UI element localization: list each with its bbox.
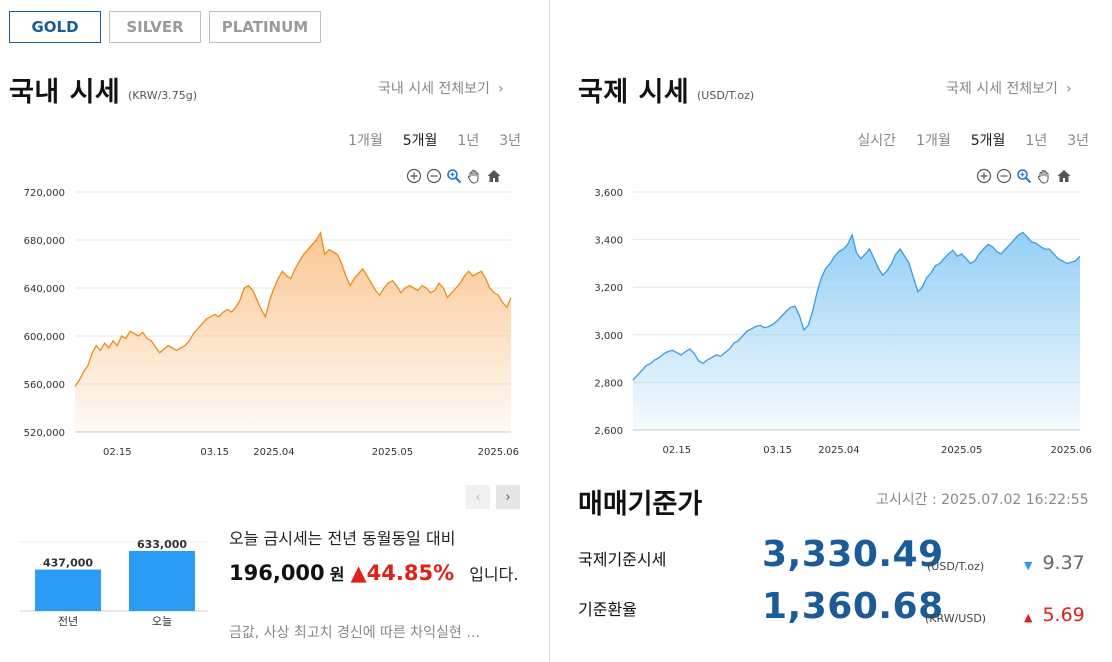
- up-arrow-icon: ▲: [1024, 611, 1033, 624]
- domestic-y-tick-label: 600,000: [24, 332, 65, 343]
- zoom-out-icon[interactable]: [996, 168, 1012, 184]
- bar-last-year: [35, 569, 101, 611]
- comparison-line2: 196,000 원 ▲44.85% 입니다.: [229, 559, 519, 589]
- exchange-rate-change-value: 5.69: [1042, 604, 1085, 626]
- domestic-unit: (KRW/3.75g): [128, 89, 198, 102]
- international-period-3y[interactable]: 3년: [1067, 133, 1089, 149]
- down-arrow-icon: ▼: [1024, 559, 1033, 572]
- exchange-rate-change: ▲ 5.69: [1024, 604, 1085, 626]
- tab-platinum[interactable]: PLATINUM: [209, 11, 321, 43]
- international-y-tick-label: 3,600: [594, 188, 623, 199]
- pan-hand-icon[interactable]: [1036, 168, 1052, 184]
- intl-standard-label: 국제기준시세: [578, 550, 667, 569]
- domestic-period-1m[interactable]: 1개월: [348, 133, 383, 149]
- domestic-title: 국내 시세: [9, 77, 121, 108]
- domestic-y-tick-label: 640,000: [24, 284, 65, 295]
- diff-value: 196,000: [229, 561, 325, 585]
- bar-category-label: 오늘: [152, 615, 172, 628]
- domestic-period-3y[interactable]: 3년: [499, 133, 521, 149]
- zoom-in-icon[interactable]: [406, 168, 422, 184]
- zoom-out-icon[interactable]: [426, 168, 442, 184]
- domestic-x-tick-label: 2025.06: [478, 447, 519, 458]
- home-icon[interactable]: [486, 168, 502, 184]
- notice-time: 고시시간 : 2025.07.02 16:22:55: [876, 492, 1089, 508]
- diff-unit: 원: [329, 565, 345, 584]
- comparison-suffix: 입니다.: [469, 565, 519, 584]
- up-arrow-icon: ▲: [350, 561, 367, 585]
- domestic-y-tick-label: 560,000: [24, 380, 65, 391]
- domestic-y-tick-label: 680,000: [24, 236, 65, 247]
- pan-hand-icon[interactable]: [466, 168, 482, 184]
- comparison-text: 오늘 금시세는 전년 동월동일 대비 196,000 원 ▲44.85% 입니다.: [229, 525, 519, 589]
- international-area-fill: [633, 232, 1080, 430]
- news-pager: ‹ ›: [466, 485, 520, 509]
- standard-price-title: 매매기준가: [578, 489, 703, 520]
- domestic-x-tick-label: 03.15: [200, 447, 229, 458]
- international-period-5m[interactable]: 5개월: [970, 133, 1006, 149]
- international-period-1m[interactable]: 1개월: [916, 133, 951, 149]
- international-price-chart: 2,600 2,800 3,000 3,200 3,400 3,600 02.15 03.15…: [594, 188, 1092, 456]
- magnifier-icon[interactable]: [446, 168, 462, 184]
- domestic-x-tick-label: 2025.04: [253, 447, 294, 458]
- domestic-chart-toolbar: [406, 168, 502, 184]
- comparison-line1: 오늘 금시세는 전년 동월동일 대비: [229, 529, 456, 548]
- international-chart-toolbar: [976, 168, 1072, 184]
- news-headline[interactable]: 금값, 사상 최고치 경신에 따른 차익실현 …: [229, 625, 481, 641]
- international-x-tick-label: 2025.04: [818, 445, 859, 456]
- column-divider: [549, 0, 550, 662]
- intl-standard-change-value: 9.37: [1042, 552, 1085, 574]
- domestic-x-tick-label: 02.15: [103, 447, 132, 458]
- international-period-1y[interactable]: 1년: [1025, 133, 1048, 149]
- intl-standard-unit: (USD/T.oz): [927, 560, 985, 573]
- domestic-y-tick-label: 720,000: [24, 188, 65, 199]
- domestic-period-5m[interactable]: 5개월: [402, 133, 438, 149]
- international-unit: (USD/T.oz): [697, 89, 755, 102]
- tab-silver[interactable]: SILVER: [109, 11, 201, 43]
- bar-value-label: 437,000: [43, 557, 93, 570]
- bar-today: [129, 551, 195, 611]
- international-x-tick-label: 2025.06: [1051, 445, 1092, 456]
- international-y-tick-label: 3,000: [594, 331, 623, 342]
- intl-standard-value: 3,330.49: [762, 534, 944, 575]
- zoom-in-icon[interactable]: [976, 168, 992, 184]
- domestic-area-fill: [75, 232, 511, 432]
- international-more-label: 국제 시세 전체보기: [946, 81, 1058, 97]
- year-comparison-bar-chart: 437,000 전년 633,000 오늘: [20, 538, 208, 628]
- international-y-tick-label: 3,200: [594, 283, 623, 294]
- international-period-live[interactable]: 실시간: [857, 133, 897, 149]
- international-series-line: [632, 231, 1081, 381]
- domestic-period-1y[interactable]: 1년: [457, 133, 480, 149]
- chevron-right-icon: ›: [497, 81, 504, 97]
- bar-value-label: 633,000: [137, 538, 187, 551]
- international-title: 국제 시세: [578, 77, 690, 108]
- tab-gold[interactable]: GOLD: [9, 11, 101, 43]
- diff-percent: 44.85%: [366, 561, 455, 585]
- international-y-tick-label: 3,400: [594, 236, 623, 247]
- domestic-more-label: 국내 시세 전체보기: [378, 81, 490, 97]
- international-x-tick-label: 02.15: [663, 445, 692, 456]
- domestic-price-chart: 520,000 560,000 600,000 640,000 680,000 720,0…: [24, 188, 519, 458]
- international-more-link[interactable]: 국제 시세 전체보기 ›: [946, 78, 1072, 98]
- bar-category-label: 전년: [58, 615, 78, 628]
- exchange-rate-value: 1,360.68: [762, 586, 944, 627]
- home-icon[interactable]: [1056, 168, 1072, 184]
- domestic-y-tick-label: 520,000: [24, 428, 65, 439]
- exchange-rate-unit: (KRW/USD): [925, 612, 987, 625]
- prev-arrow-icon[interactable]: ‹: [466, 485, 490, 509]
- international-x-tick-label: 03.15: [763, 445, 792, 456]
- intl-standard-change: ▼ 9.37: [1024, 552, 1085, 574]
- chevron-right-icon: ›: [1065, 81, 1072, 97]
- international-x-tick-label: 2025.05: [941, 445, 982, 456]
- domestic-period-tabs: 1개월 5개월 1년 3년: [328, 130, 521, 150]
- metal-tabs: GOLD SILVER PLATINUM: [9, 11, 329, 43]
- international-y-tick-label: 2,600: [594, 426, 623, 437]
- domestic-x-tick-label: 2025.05: [372, 447, 413, 458]
- international-y-tick-label: 2,800: [594, 378, 623, 389]
- domestic-series-line: [74, 230, 512, 387]
- magnifier-icon[interactable]: [1016, 168, 1032, 184]
- domestic-more-link[interactable]: 국내 시세 전체보기 ›: [378, 78, 504, 98]
- international-period-tabs: 실시간 1개월 5개월 1년 3년: [837, 130, 1089, 150]
- next-arrow-icon[interactable]: ›: [496, 485, 520, 509]
- exchange-rate-label: 기준환율: [578, 600, 637, 619]
